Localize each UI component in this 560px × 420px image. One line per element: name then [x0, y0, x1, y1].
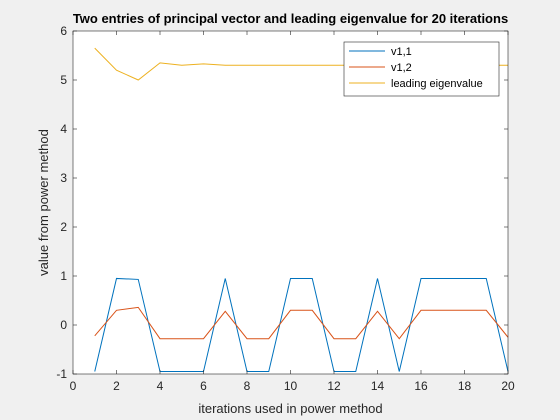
y-axis-label: value from power method	[36, 129, 51, 276]
x-tick-label: 2	[113, 379, 120, 393]
y-tick-label: 2	[60, 220, 67, 234]
chart-title: Two entries of principal vector and lead…	[73, 11, 508, 26]
y-tick-label: 0	[60, 318, 67, 332]
y-ticks: -1 0 1 2 3 4 5 6	[56, 24, 508, 381]
y-tick-label: 1	[60, 269, 67, 283]
x-tick-label: 10	[284, 379, 298, 393]
series-line-1	[94, 277, 509, 373]
x-ticks: 0 2 4 6 8 10 12 14 16 18 20	[70, 31, 515, 393]
x-tick-label: 16	[414, 379, 428, 393]
y-tick-label: -1	[56, 367, 67, 381]
x-tick-label: 14	[371, 379, 385, 393]
legend-label-3: leading eigenvalue	[391, 78, 483, 90]
y-tick-label: 3	[60, 171, 67, 185]
x-axis-label: iterations used in power method	[198, 401, 382, 416]
x-tick-label: 0	[70, 379, 77, 393]
x-tick-label: 4	[157, 379, 164, 393]
x-tick-label: 6	[200, 379, 207, 393]
y-tick-label: 6	[60, 24, 67, 38]
x-tick-label: 18	[458, 379, 472, 393]
series-line-2	[94, 306, 509, 340]
y-tick-label: 5	[60, 73, 67, 87]
legend-label-2: v1,2	[391, 62, 412, 74]
x-tick-label: 12	[327, 379, 341, 393]
x-tick-label: 8	[244, 379, 251, 393]
legend: v1,1 v1,2 leading eigenvalue	[343, 41, 500, 97]
y-tick-label: 4	[60, 122, 67, 136]
x-tick-label: 20	[501, 379, 515, 393]
legend-label-1: v1,1	[391, 46, 412, 58]
